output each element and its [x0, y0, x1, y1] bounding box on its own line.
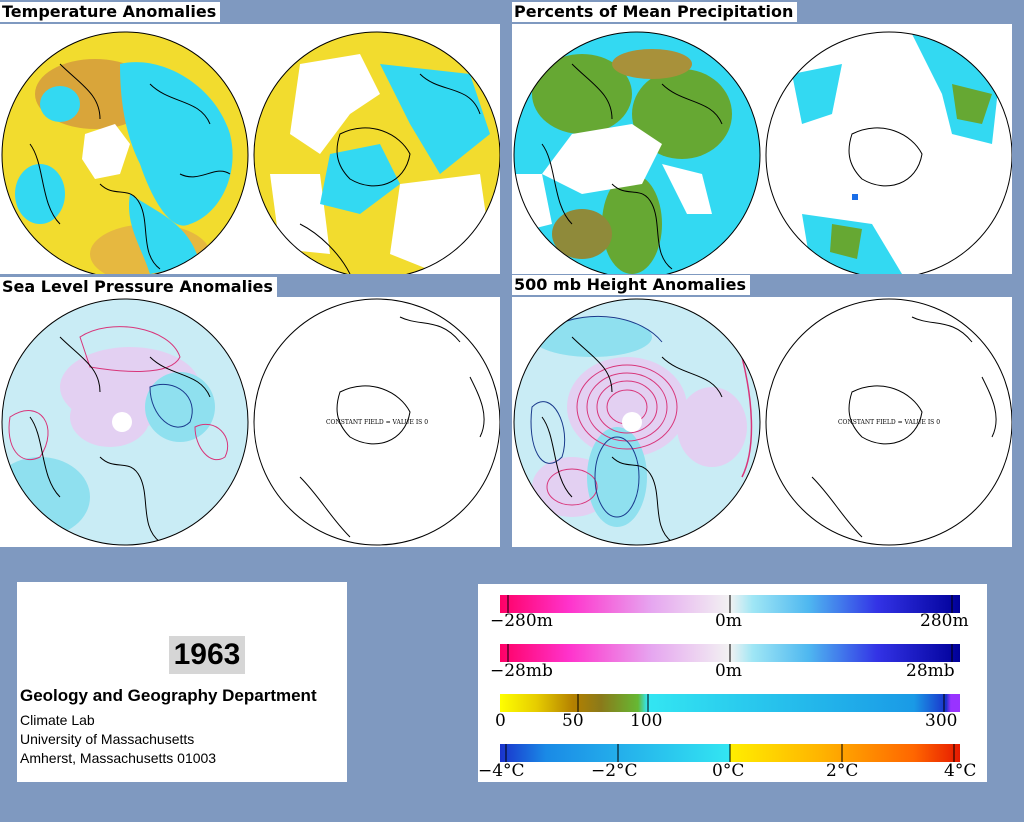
height-panel-title: 500 mb Height Anomalies [512, 275, 751, 295]
temp-scale-label: −4°C [478, 761, 525, 781]
slp-panel-title: Sea Level Pressure Anomalies [0, 277, 277, 297]
temp-scale-label: −2°C [591, 761, 638, 781]
height-colorbar [500, 595, 960, 613]
temp-scale-label: 4°C [944, 761, 977, 781]
slp-sh-map: CONSTANT FIELD = VALUE IS 0 [253, 298, 500, 546]
year-label: 1963 [169, 636, 245, 674]
precip-scale-label: 0 [495, 711, 506, 731]
height-constant-field-label: CONSTANT FIELD = VALUE IS 0 [838, 419, 940, 426]
slp-maps: CONSTANT FIELD = VALUE IS 0 [1, 298, 500, 546]
precipitation-colorbar [500, 694, 960, 712]
precipitation-percent-sh-map [766, 32, 1012, 274]
slp-panel: CONSTANT FIELD = VALUE IS 0 Sea Level Pr… [0, 277, 500, 547]
precip-scale-label: 100 [630, 711, 663, 731]
info-box: 1963 Geology and Geography Department Cl… [17, 582, 347, 782]
slp-constant-field-label: CONSTANT FIELD = VALUE IS 0 [326, 419, 428, 426]
slp-anomaly-map [2, 299, 248, 545]
precip-scale-label: 300 [925, 711, 958, 731]
info-line: University of Massachusetts [20, 731, 195, 747]
temperature-panel: Temperature Anomalies [0, 2, 500, 274]
height-maps: CONSTANT FIELD = VALUE IS 0 [513, 298, 1012, 546]
pressure-colorbar [500, 644, 960, 662]
height-scale-label: 0m [715, 611, 742, 631]
height-sh-map: CONSTANT FIELD = VALUE IS 0 [765, 298, 1012, 546]
temperature-anomaly-sh-map [254, 32, 500, 274]
temp-scale-label: 2°C [826, 761, 859, 781]
pressure-scale-label: 28mb [906, 661, 955, 681]
precipitation-maps [513, 31, 1012, 274]
department-name: Geology and Geography Department [20, 686, 317, 705]
temperature-maps [1, 31, 500, 274]
precipitation-panel-title: Percents of Mean Precipitation [512, 2, 798, 22]
height-scale-label: −280m [490, 611, 553, 631]
height-anomaly-map [514, 299, 760, 545]
precipitation-panel: Percents of Mean Precipitation [512, 2, 1012, 274]
temperature-colorbar [500, 744, 960, 762]
color-legend: −280m 0m 280m −28mb 0m 28mb [478, 584, 987, 782]
pressure-scale-label: −28mb [490, 661, 553, 681]
info-line: Climate Lab [20, 712, 95, 728]
temperature-panel-title: Temperature Anomalies [0, 2, 221, 22]
temperature-anomaly-map [2, 32, 248, 274]
temp-scale-label: 0°C [712, 761, 745, 781]
height-panel: CONSTANT FIELD = VALUE IS 0 500 mb Heigh… [512, 275, 1012, 547]
precipitation-percent-map [514, 32, 760, 274]
height-scale-label: 280m [920, 611, 969, 631]
precip-scale-label: 50 [562, 711, 584, 731]
info-line: Amherst, Massachusetts 01003 [20, 750, 217, 766]
pressure-scale-label: 0m [715, 661, 742, 681]
